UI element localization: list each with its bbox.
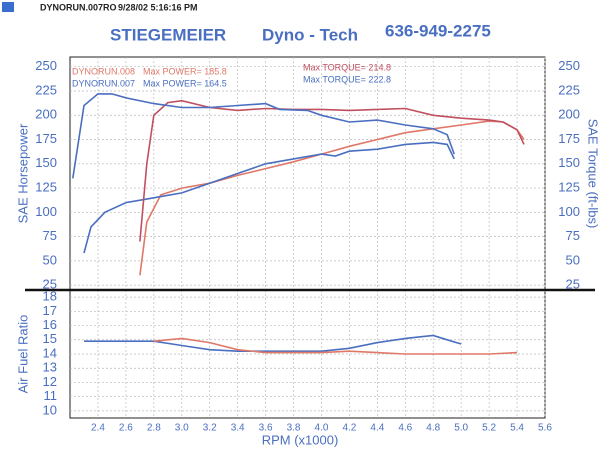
- y-tick-label: 12: [43, 374, 57, 389]
- y2-tick-label: 100: [558, 204, 580, 219]
- x-tick-label: 4.2: [342, 423, 356, 434]
- x-tick-label: 4.6: [398, 423, 412, 434]
- annotation: Max POWER= 185.8: [143, 66, 227, 76]
- y-tick-label: 25: [43, 277, 57, 292]
- y-tick-label: 250: [35, 58, 57, 73]
- x-tick-label: 3.2: [203, 423, 217, 434]
- x-tick-label: 5.0: [454, 423, 468, 434]
- annotation: Max TORQUE= 222.8: [303, 74, 391, 84]
- y-tick-label: 14: [43, 345, 57, 360]
- y-tick-label: 10: [43, 402, 57, 417]
- annotation: Max TORQUE= 214.8: [303, 62, 391, 72]
- y-tick-label: 225: [35, 82, 57, 97]
- y-tick-label: 13: [43, 360, 57, 375]
- y2-tick-label: 125: [558, 180, 580, 195]
- company: STIEGEMEIER: [110, 25, 226, 44]
- x-tick-label: 5.4: [510, 423, 524, 434]
- y2-tick-label: 200: [558, 107, 580, 122]
- x-tick-label: 3.4: [231, 423, 245, 434]
- series-line: [153, 337, 518, 355]
- y-axis-label: SAE Horsepower: [15, 123, 30, 223]
- y-tick-label: 50: [43, 252, 57, 267]
- y2-tick-label: 175: [558, 131, 580, 146]
- y-tick-label: 200: [35, 107, 57, 122]
- phone: 636-949-2275: [385, 21, 491, 40]
- x-tick-label: 3.6: [259, 423, 273, 434]
- subtitle: Dyno - Tech: [262, 25, 358, 44]
- plot-area: [69, 56, 546, 291]
- series-line: [84, 334, 462, 352]
- y2-tick-label: 50: [566, 252, 580, 267]
- y2-tick-label: 75: [566, 228, 580, 243]
- y-tick-label: 16: [43, 317, 57, 332]
- series-line: [72, 93, 455, 179]
- annotation: Max POWER= 164.5: [143, 78, 227, 88]
- series-line: [83, 141, 455, 254]
- timestamp: 9/28/02 5:16:16 PM: [118, 2, 198, 12]
- y2-axis-label: SAE Torque (ft-lbs): [586, 119, 600, 229]
- x-tick-label: 4.8: [426, 423, 440, 434]
- y-tick-label: 18: [43, 289, 57, 304]
- x-tick-label: 5.2: [482, 423, 496, 434]
- legend-name: DYNORUN.007: [72, 78, 135, 88]
- file-name: DYNORUN.007RO: [40, 2, 117, 12]
- x-tick-label: 2.4: [91, 423, 105, 434]
- y-tick-label: 15: [43, 331, 57, 346]
- y-tick-label: 175: [35, 131, 57, 146]
- y-tick-label: 150: [35, 155, 57, 170]
- legend-name: DYNORUN.008: [72, 66, 135, 76]
- y-tick-label: 75: [43, 228, 57, 243]
- y2-tick-label: 225: [558, 82, 580, 97]
- x-tick-label: 2.8: [147, 423, 161, 434]
- y-tick-label: 11: [44, 388, 58, 403]
- y-tick-label: 100: [35, 204, 57, 219]
- x-tick-label: 5.6: [538, 423, 552, 434]
- x-axis-label: RPM (x1000): [262, 432, 339, 447]
- y-tick-label: 125: [35, 180, 57, 195]
- series-line: [139, 99, 525, 242]
- x-tick-label: 2.6: [119, 423, 133, 434]
- y2-tick-label: 25: [566, 277, 580, 292]
- x-tick-label: 4.0: [315, 423, 329, 434]
- file-icon: [2, 2, 14, 12]
- y-tick-label: 17: [43, 303, 57, 318]
- y2-tick-label: 150: [558, 155, 580, 170]
- x-tick-label: 3.8: [287, 423, 301, 434]
- y-axis-label: Air Fuel Ratio: [15, 315, 30, 394]
- x-tick-label: 3.0: [175, 423, 189, 434]
- y2-tick-label: 250: [558, 58, 580, 73]
- x-tick-label: 4.4: [370, 423, 384, 434]
- series-line: [139, 120, 525, 276]
